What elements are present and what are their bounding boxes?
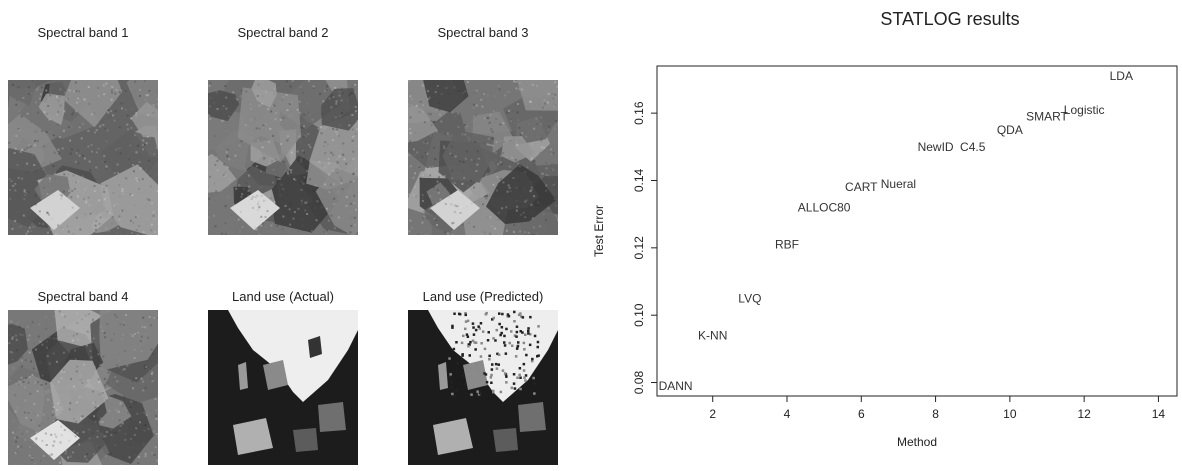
y-axis-label: Test Error [592,205,606,257]
x-tick-label: 6 [858,407,865,421]
y-tick-label: 0.14 [632,168,646,192]
y-tick-label: 0.12 [632,236,646,260]
panel-title-landuse-actual: Land use (Actual) [232,289,334,304]
x-tick-label: 2 [709,407,716,421]
data-point-nueral: Nueral [881,177,916,191]
data-point-qda: QDA [997,123,1023,137]
panel-title-band-4: Spectral band 4 [37,289,129,304]
y-tick-label: 0.16 [632,101,646,125]
x-tick-label: 10 [1003,407,1017,421]
data-point-newid: NewID [918,140,954,154]
landuse-map-actual [208,310,358,465]
satellite-image-band-2 [208,80,358,235]
landuse-map-predicted [408,310,558,465]
y-tick-label: 0.08 [632,371,646,395]
data-point-dann: DANN [659,379,693,393]
x-tick-label: 4 [784,407,791,421]
x-tick-label: 8 [932,407,939,421]
satellite-image-band-3 [408,80,558,235]
data-point-smart: SMART [1026,110,1068,124]
data-point-lda: LDA [1110,69,1133,83]
chart-title: STATLOG results [880,9,1020,29]
y-tick-label: 0.10 [632,303,646,327]
panel-title-band-1: Spectral band 1 [37,25,129,40]
data-point-c4-5: C4.5 [960,140,986,154]
panel-title-band-3: Spectral band 3 [437,25,529,40]
panel-title-band-2: Spectral band 2 [237,25,329,40]
data-point-cart: CART [845,180,878,194]
data-point-logistic: Logistic [1064,103,1105,117]
x-axis-label: Method [897,435,937,449]
satellite-image-band-4 [8,310,158,465]
plot-frame [656,65,1178,397]
satellite-image-band-1 [8,80,158,235]
statlog-scatter-chart: 2 4 6 8 10 12 14 0.08 0.10 0.12 0.14 0.16 Method Test… [592,65,1178,449]
data-point-alloc80: ALLOC80 [798,200,851,214]
x-tick-label: 14 [1152,407,1166,421]
data-point-k-nn: K-NN [698,328,727,342]
x-tick-label: 12 [1077,407,1091,421]
panel-title-landuse-predicted: Land use (Predicted) [422,289,544,304]
data-point-lvq: LVQ [738,291,761,305]
data-point-rbf: RBF [775,237,799,251]
